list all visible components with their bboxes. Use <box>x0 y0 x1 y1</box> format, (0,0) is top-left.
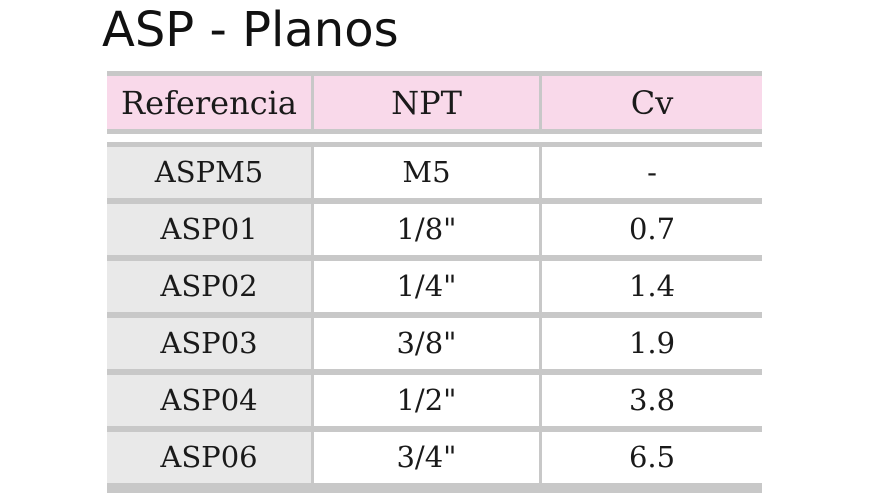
header-npt: NPT <box>314 76 539 129</box>
cell-npt: 1/2" <box>314 375 539 426</box>
table-row: ASP06 3/4" 6.5 <box>107 432 762 483</box>
cell-referencia: ASP04 <box>107 375 311 426</box>
cell-referencia: ASP01 <box>107 204 311 255</box>
cell-cv: 1.9 <box>542 318 762 369</box>
cell-npt: 1/8" <box>314 204 539 255</box>
cell-cv: 3.8 <box>542 375 762 426</box>
cell-cv: 1.4 <box>542 261 762 312</box>
table-row: ASP01 1/8" 0.7 <box>107 204 762 255</box>
cell-referencia: ASP02 <box>107 261 311 312</box>
page-title: ASP - Planos <box>102 2 399 58</box>
cell-referencia: ASPM5 <box>107 147 311 198</box>
table-row: ASPM5 M5 - <box>107 147 762 198</box>
cell-referencia: ASP03 <box>107 318 311 369</box>
cell-npt: 1/4" <box>314 261 539 312</box>
cell-npt: 3/8" <box>314 318 539 369</box>
cell-cv: - <box>542 147 762 198</box>
table-row: ASP03 3/8" 1.9 <box>107 318 762 369</box>
table-row: ASP04 1/2" 3.8 <box>107 375 762 426</box>
table-row: ASP02 1/4" 1.4 <box>107 261 762 312</box>
cell-cv: 6.5 <box>542 432 762 483</box>
cell-cv: 0.7 <box>542 204 762 255</box>
table-body: ASPM5 M5 - ASP01 1/8" 0.7 ASP02 1/4" 1.4… <box>107 142 762 493</box>
cell-referencia: ASP06 <box>107 432 311 483</box>
cell-npt: 3/4" <box>314 432 539 483</box>
table-header: Referencia NPT Cv <box>107 71 762 134</box>
header-referencia: Referencia <box>107 76 311 129</box>
header-cv: Cv <box>542 76 762 129</box>
cell-npt: M5 <box>314 147 539 198</box>
